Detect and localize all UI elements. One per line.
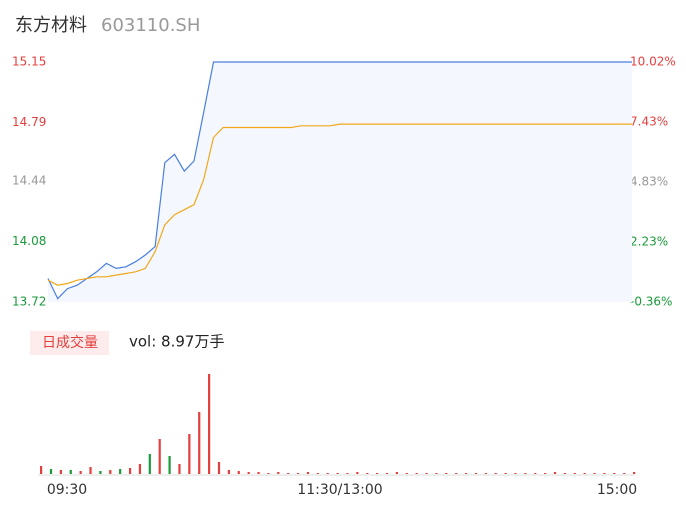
stock-code: 603110.SH [101, 15, 200, 36]
volume-bar [504, 473, 507, 474]
volume-bar [217, 462, 221, 474]
volume-bar [376, 473, 379, 474]
volume-bar [287, 473, 290, 474]
volume-bar [464, 473, 468, 474]
volume-bar [227, 470, 230, 474]
y2-tick-label: 4.83% [630, 175, 668, 189]
volume-bar [603, 473, 606, 474]
volume-bar [59, 470, 62, 474]
y2-tick-label: -0.36% [630, 295, 672, 309]
volume-bar [553, 472, 557, 474]
volume-bar [573, 473, 576, 474]
volume-bar [237, 471, 240, 474]
volume-bar [128, 468, 132, 474]
y-tick-label: 15.15 [12, 55, 46, 69]
volume-bar [494, 473, 497, 474]
volume-bar [267, 473, 270, 474]
volume-bar [316, 473, 319, 474]
avg-line [47, 123, 632, 286]
volume-bar [405, 473, 408, 474]
volume-bar [296, 473, 300, 474]
volume-bar [623, 473, 626, 474]
volume-text: vol: 8.97万手 [129, 333, 224, 351]
volume-bar [474, 473, 478, 474]
volume-bar [40, 466, 43, 474]
volume-label-bg [30, 331, 109, 355]
volume-bar [385, 473, 389, 474]
x-tick-label: 15:00 [597, 482, 637, 498]
volume-bar [346, 473, 349, 474]
y-tick-label: 13.72 [12, 295, 46, 309]
price-area [48, 62, 632, 302]
y-tick-label: 14.79 [12, 115, 46, 129]
volume-bar [484, 473, 487, 474]
x-tick-label: 11:30/13:00 [297, 482, 382, 498]
volume-bar [198, 412, 201, 474]
volume-bar [69, 470, 72, 474]
volume-bar [583, 473, 586, 474]
volume-bar [455, 473, 458, 474]
volume-bar [356, 472, 359, 474]
x-tick-label: 09:30 [47, 482, 87, 498]
volume-bar [415, 473, 418, 474]
volume-bar [168, 456, 171, 474]
volume-bar [49, 469, 53, 474]
volume-bar [247, 472, 250, 474]
volume-bar [336, 473, 339, 474]
volume-bar [178, 464, 181, 474]
volume-bar [326, 473, 329, 474]
volume-bar [119, 469, 122, 474]
volume-bar [425, 473, 428, 474]
volume-bar [435, 473, 438, 474]
volume-bar [306, 472, 310, 474]
volume-label: 日成交量 [42, 334, 98, 351]
volume-bar [524, 473, 527, 474]
volume-bar [593, 473, 596, 474]
y2-tick-label: 7.43% [630, 114, 668, 128]
volume-bar [89, 467, 92, 474]
volume-bar [445, 473, 448, 474]
volume-bar [277, 472, 280, 474]
volume-bar [633, 472, 636, 474]
volume-bar [395, 472, 398, 474]
y-tick-label: 14.44 [12, 174, 46, 188]
volume-bar [544, 473, 547, 474]
volume-bar [257, 472, 260, 474]
volume-bar [158, 439, 161, 474]
volume-bar [109, 470, 112, 474]
volume-bar [188, 434, 191, 474]
y2-tick-label: 2.23% [630, 235, 668, 249]
stock-name: 东方材料 [15, 15, 87, 36]
volume-bar [79, 471, 82, 474]
volume-bar [99, 471, 102, 474]
volume-bar [534, 473, 537, 474]
volume-bar [208, 374, 211, 474]
volume-bar [138, 464, 142, 474]
volume-bar [613, 473, 616, 474]
volume-bar [514, 473, 517, 474]
volume-bar [563, 473, 567, 474]
volume-bar [148, 454, 151, 474]
y-tick-label: 14.08 [12, 234, 46, 248]
volume-bar [366, 473, 369, 474]
price-line [47, 61, 632, 300]
y2-tick-label: 10.02% [630, 55, 676, 69]
